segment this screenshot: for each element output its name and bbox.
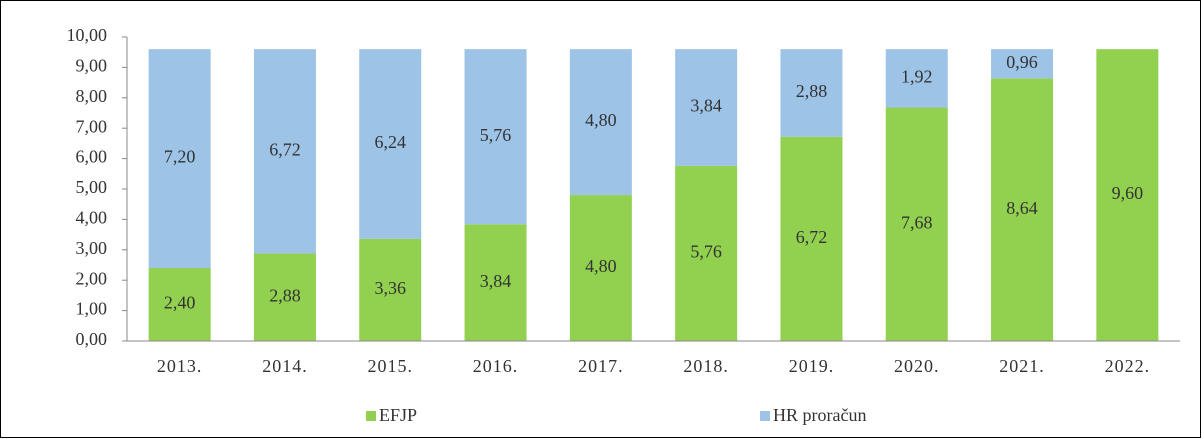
legend-swatch [366, 411, 376, 421]
bar-segment [991, 49, 1054, 79]
legend-label: EFJP [379, 405, 417, 425]
data-label: 5,76 [690, 242, 722, 262]
x-tick-label: 2014. [262, 356, 308, 376]
data-label: 6,72 [796, 227, 828, 247]
bar-segment [991, 78, 1054, 342]
x-tick-label: 2022. [1105, 356, 1151, 376]
data-label: 6,72 [269, 139, 301, 159]
bar-segment [675, 49, 738, 166]
y-tick-label: 0,00 [76, 329, 108, 349]
bar-segment [569, 195, 632, 341]
data-label: 4,80 [585, 110, 617, 130]
data-label: 3,84 [480, 271, 512, 291]
bar-segment [359, 238, 422, 341]
data-label: 5,76 [480, 125, 512, 145]
bar-segment [569, 49, 632, 196]
bar-segment [885, 49, 948, 108]
x-tick-label: 2013. [157, 356, 203, 376]
bar-segment [464, 224, 527, 341]
x-tick-label: 2017. [578, 356, 624, 376]
y-tick-label: 6,00 [76, 147, 108, 167]
data-label: 7,68 [901, 212, 933, 232]
data-label: 4,80 [585, 256, 617, 276]
data-label: 2,40 [164, 293, 196, 313]
legend-label: HR proračun [773, 405, 866, 425]
data-label: 8,64 [1006, 198, 1038, 218]
bar-segment [253, 49, 316, 254]
bar-segment [148, 268, 211, 341]
y-tick-label: 5,00 [76, 177, 108, 197]
data-label: 3,36 [375, 278, 407, 298]
data-label: 3,84 [690, 96, 722, 116]
data-label: 2,88 [796, 81, 828, 101]
x-tick-label: 2015. [368, 356, 414, 376]
x-tick-label: 2016. [473, 356, 519, 376]
y-tick-label: 2,00 [76, 268, 108, 288]
bar-segment [780, 49, 843, 137]
y-tick-label: 8,00 [76, 86, 108, 106]
data-label: 7,20 [164, 147, 196, 167]
data-label: 2,88 [269, 285, 301, 305]
y-tick-label: 1,00 [76, 299, 108, 319]
y-tick-label: 10,00 [67, 25, 108, 45]
y-tick-label: 4,00 [76, 208, 108, 228]
bar-segment [148, 49, 211, 269]
x-tick-label: 2021. [999, 356, 1045, 376]
bar-segment [780, 136, 843, 341]
legend-swatch [760, 411, 770, 421]
x-tick-label: 2019. [789, 356, 835, 376]
bar-segment [359, 49, 422, 239]
bar-segment [253, 253, 316, 341]
bar-segment [1096, 49, 1159, 341]
data-label: 9,60 [1112, 183, 1144, 203]
data-label: 6,24 [375, 132, 407, 152]
y-tick-label: 9,00 [76, 56, 108, 76]
bar-segment [885, 107, 948, 341]
data-label: 1,92 [901, 66, 933, 86]
bar-segment [675, 165, 738, 341]
x-tick-label: 2018. [683, 356, 729, 376]
data-label: 0,96 [1006, 52, 1038, 72]
bar-segment [464, 49, 527, 225]
y-tick-label: 7,00 [76, 116, 108, 136]
x-tick-label: 2020. [894, 356, 940, 376]
y-tick-label: 3,00 [76, 238, 108, 258]
